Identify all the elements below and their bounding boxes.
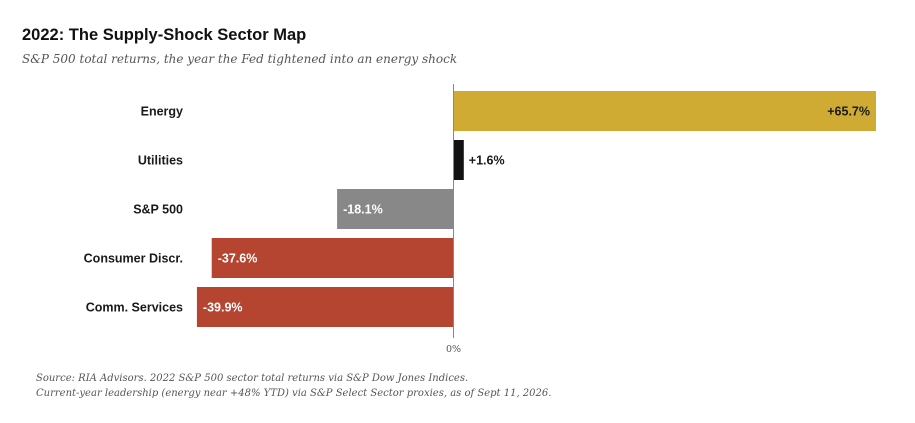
bar-consumer-discr [211, 238, 454, 278]
chart-subtitle: S&P 500 total returns, the year the Fed … [22, 52, 458, 66]
value-label-utilities: +1.6% [469, 154, 505, 168]
bar-utilities [453, 140, 464, 180]
value-label-consumer-discr: -37.6% [218, 252, 258, 266]
category-label-energy: Energy [141, 105, 183, 119]
value-label-s-p-500: -18.1% [343, 203, 383, 217]
x-tick-label-zero: 0% [446, 344, 461, 355]
bar-s-p-500 [337, 189, 454, 229]
source-note-line-1: Source: RIA Advisors. 2022 S&P 500 secto… [36, 373, 469, 384]
category-label-comm-services: Comm. Services [86, 301, 183, 315]
category-label-utilities: Utilities [138, 154, 183, 168]
bar-energy [453, 91, 876, 131]
chart-title: 2022: The Supply-Shock Sector Map [22, 26, 307, 44]
category-label-s-p-500: S&P 500 [133, 203, 183, 217]
category-label-consumer-discr: Consumer Discr. [84, 252, 183, 266]
value-label-comm-services: -39.9% [203, 301, 243, 315]
bar-comm-services [196, 287, 454, 327]
value-label-energy: +65.7% [827, 105, 870, 119]
source-note-line-2: Current-year leadership (energy near +48… [36, 388, 552, 399]
